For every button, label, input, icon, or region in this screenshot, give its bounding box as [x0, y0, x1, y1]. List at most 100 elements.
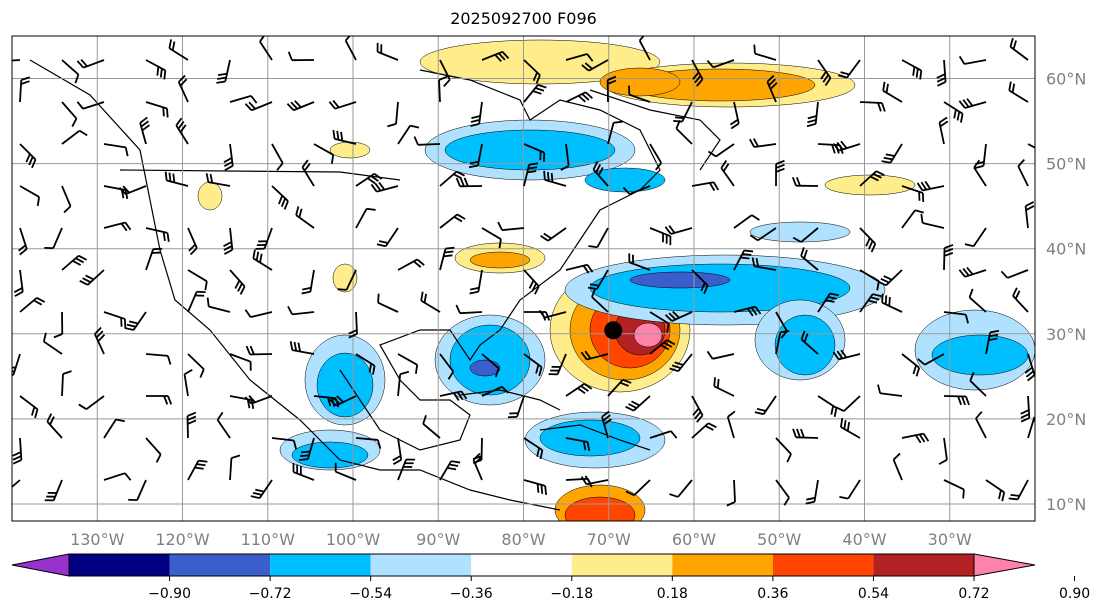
wind-barb: [837, 59, 861, 79]
wind-barb: [145, 247, 163, 271]
wind-barb: [328, 395, 357, 407]
wind-barb: [53, 311, 64, 339]
wind-barb: [901, 59, 923, 80]
wind-barb: [649, 143, 663, 171]
anomaly-contour: [329, 141, 371, 159]
wind-barb: [397, 124, 420, 145]
wind-barb: [523, 59, 541, 84]
wind-barb: [580, 350, 609, 361]
wind-barb: [766, 74, 778, 103]
wind-barb: [800, 330, 819, 355]
wind-barb: [481, 353, 500, 378]
wind-barb: [936, 59, 947, 87]
wind-barb: [376, 42, 399, 61]
wind-barb: [468, 143, 483, 169]
wind-barb: [78, 395, 105, 410]
wind-barb: [607, 378, 632, 397]
wind-barb: [775, 329, 790, 355]
anomaly-contour: [469, 359, 501, 377]
coastline: [339, 69, 661, 451]
wind-barb: [664, 310, 693, 322]
wind-barb: [882, 81, 903, 103]
wind-barb: [707, 143, 735, 158]
wind-barb: [19, 76, 31, 103]
wind-barb: [859, 269, 880, 291]
wind-barb: [964, 227, 987, 248]
wind-barb: [103, 472, 132, 481]
wind-barb: [754, 395, 777, 416]
lon-label: 40°W: [842, 530, 886, 549]
colorbar-segment: [772, 554, 874, 576]
wind-barb: [649, 311, 670, 333]
wind-barb: [79, 269, 105, 286]
wind-barb: [76, 101, 105, 110]
wind-barb: [943, 311, 969, 324]
wind-barb: [840, 418, 861, 439]
wind-barb: [835, 395, 861, 412]
wind-barb: [287, 305, 315, 316]
wind-barb: [19, 297, 46, 313]
wind-barb: [839, 479, 861, 500]
anomaly-contour: [584, 167, 666, 193]
wind-barb: [229, 95, 258, 104]
wind-barb: [370, 181, 399, 193]
lat-labels: 60°N 50°N 40°N 30°N 20°N 10°N: [1046, 70, 1086, 514]
wind-barb: [901, 209, 924, 229]
lon-label: 110°W: [241, 530, 296, 549]
wind-barb: [726, 410, 736, 439]
lon-label: 120°W: [155, 530, 210, 549]
wind-barb: [775, 479, 790, 506]
wind-barb: [438, 75, 448, 103]
anomaly-contour: [633, 322, 663, 348]
wind-barb: [229, 269, 246, 295]
wind-barb: [175, 117, 189, 145]
wind-barb: [44, 227, 63, 250]
wind-barb: [439, 170, 465, 187]
wind-barb: [355, 207, 376, 229]
wind-barb: [753, 44, 777, 61]
wind-barb: [859, 170, 885, 187]
wind-barb: [206, 297, 231, 313]
wind-barb: [938, 437, 948, 465]
wind-barb: [523, 162, 539, 187]
map-frame: [11, 35, 1036, 522]
colorbar-segment: [471, 554, 572, 576]
anomaly-contour: [564, 496, 636, 521]
wind-barb: [943, 479, 965, 499]
wind-barb: [691, 395, 704, 423]
wind-barb: [439, 390, 468, 402]
wind-barb: [817, 395, 838, 417]
wind-barb: [649, 227, 672, 246]
wind-barb: [775, 159, 785, 187]
wind-barb: [334, 462, 357, 481]
wind-barb: [726, 479, 736, 507]
wind-barb: [145, 59, 167, 80]
wind-barb: [439, 59, 451, 87]
wind-barb: [472, 452, 483, 481]
wind-barb: [628, 85, 651, 103]
wind-barb: [103, 311, 127, 328]
wind-barb: [19, 185, 40, 206]
wind-barb: [12, 59, 21, 62]
wind-barb: [859, 293, 882, 313]
wind-barb: [397, 353, 419, 374]
wind-barb: [691, 181, 720, 192]
colorbar-segment: [370, 554, 472, 576]
map-panel: [12, 36, 1035, 521]
wind-barb: [19, 395, 39, 419]
anomaly-contour: [629, 271, 731, 289]
wind-barb: [183, 368, 193, 397]
wind-barb: [901, 353, 921, 377]
wind-barb: [289, 341, 315, 355]
wind-barb: [625, 395, 651, 412]
wind-barb: [439, 246, 455, 271]
wind-barb: [481, 227, 502, 249]
wind-barb: [164, 171, 189, 187]
colorbar-extend-max: [973, 553, 1036, 577]
colorbar-tick-label: 0.18: [657, 586, 688, 602]
anomaly-contour: [469, 251, 531, 269]
colorbar-extend-min: [11, 553, 70, 577]
wind-barb: [733, 249, 754, 271]
wind-barb: [581, 59, 609, 72]
lat-label: 60°N: [1046, 70, 1086, 89]
